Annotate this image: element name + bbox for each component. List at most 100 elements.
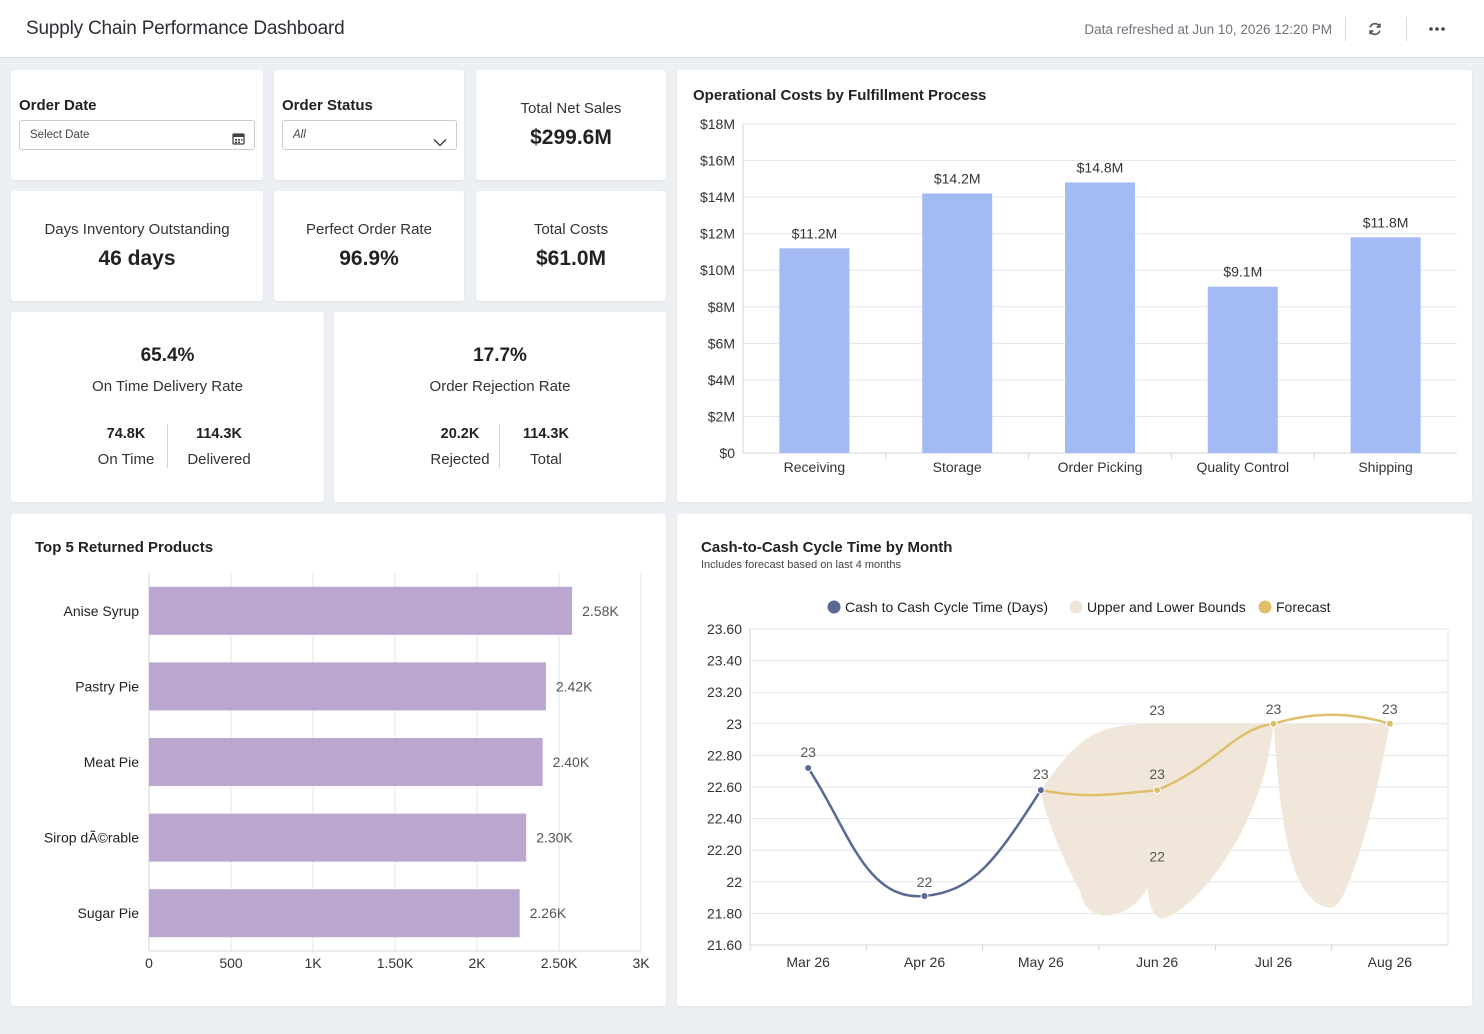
x-tick-label: Receiving (784, 459, 845, 475)
data-point-forecast (1385, 719, 1394, 728)
on-time-count-value: 74.8K (106, 426, 146, 442)
x-tick-label: 500 (219, 955, 243, 971)
on-time-count: 74.8K On Time (76, 426, 176, 468)
data-label-forecast: 23 (1382, 701, 1398, 717)
on-time-delivery-card: 65.4% On Time Delivery Rate 74.8K On Tim… (11, 312, 324, 502)
y-tick-label: $6M (708, 335, 735, 351)
bar-data-label: $11.8M (1363, 214, 1409, 230)
order-status-select[interactable]: All (282, 120, 457, 150)
operational-costs-card: Operational Costs by Fulfillment Process… (677, 70, 1472, 502)
bar-data-label: $14.2M (934, 170, 981, 186)
x-tick-label: Order Picking (1058, 459, 1143, 475)
bar-data-label: 2.30K (536, 830, 573, 846)
metric-divider (499, 424, 500, 468)
bar-receiving (779, 248, 850, 453)
data-label-actual: 22 (917, 874, 933, 890)
refresh-icon[interactable] (1362, 16, 1388, 42)
calendar-icon[interactable] (232, 128, 245, 156)
perfect-order-card: Perfect Order Rate 96.9% (274, 191, 464, 301)
perfect-order-value: 96.9% (339, 247, 399, 270)
legend-label: Cash to Cash Cycle Time (Days) (845, 599, 1048, 615)
x-tick-label: Jul 26 (1255, 954, 1293, 970)
data-refreshed-text: Data refreshed at Jun 10, 2026 12:20 PM (1084, 22, 1332, 37)
returned-products-title: Top 5 Returned Products (35, 539, 214, 556)
series-line-forecast (1040, 713, 1391, 797)
days-inventory-value: 46 days (98, 247, 176, 270)
y-tick-label: 22.20 (707, 842, 742, 858)
data-label-actual: 23 (1033, 766, 1049, 782)
data-point-actual (1036, 786, 1045, 795)
header-divider (1345, 17, 1346, 41)
days-inventory-card: Days Inventory Outstanding 46 days (11, 191, 263, 301)
perfect-order-label: Perfect Order Rate (306, 221, 432, 238)
x-tick-label: Mar 26 (786, 954, 830, 970)
order-rejection-card: 17.7% Order Rejection Rate 20.2K Rejecte… (334, 312, 666, 502)
y-tick-label: $0 (719, 445, 735, 461)
total-costs-label: Total Costs (533, 221, 609, 238)
data-label-lower-bound: 22 (1149, 848, 1165, 864)
bar-data-label: $11.2M (792, 225, 838, 241)
total-count-label: Total (530, 451, 562, 468)
y-tick-label: $8M (708, 299, 735, 315)
metric-divider (167, 424, 168, 468)
data-label-upper-bound: 23 (1149, 702, 1165, 718)
bar-shipping (1350, 237, 1421, 453)
total-net-sales-value: $299.6M (530, 126, 612, 149)
bar-data-label: 2.58K (582, 603, 619, 619)
total-count-value: 114.3K (523, 426, 569, 442)
order-status-value: All (293, 129, 306, 141)
total-net-sales-card: Total Net Sales $299.6M (476, 70, 666, 180)
on-time-count-label: On Time (97, 451, 155, 468)
y-tick-label: 23.40 (707, 653, 742, 669)
legend-label: Upper and Lower Bounds (1087, 599, 1246, 615)
bar-storage (922, 193, 993, 453)
y-tick-label: Sirop dÃ©rable (44, 830, 139, 846)
y-tick-label: 23.60 (707, 621, 742, 637)
chevron-down-icon[interactable] (433, 130, 447, 158)
days-inventory-label: Days Inventory Outstanding (44, 221, 230, 238)
delivered-count: 114.3K Delivered (169, 426, 269, 468)
data-label-actual: 23 (800, 744, 816, 760)
data-point-forecast (1153, 786, 1162, 795)
y-tick-label: $16M (700, 153, 735, 169)
header-divider (1406, 17, 1407, 41)
rejected-count-value: 20.2K (440, 426, 480, 442)
bar-returned-product (149, 813, 527, 862)
y-tick-label: Sugar Pie (78, 905, 140, 921)
x-tick-label: Aug 26 (1368, 954, 1413, 970)
page-title: Supply Chain Performance Dashboard (26, 18, 345, 39)
bar-returned-product (149, 738, 543, 786)
bar-returned-product (149, 662, 546, 711)
x-tick-label: 1.50K (377, 955, 414, 971)
y-tick-label: 23 (726, 716, 742, 732)
rejected-count: 20.2K Rejected (410, 426, 510, 468)
order-date-input[interactable]: Select Date (19, 120, 255, 150)
legend-label: Forecast (1276, 599, 1331, 615)
total-count: 114.3K Total (496, 426, 596, 468)
data-point-actual (920, 892, 929, 901)
bar-data-label: 2.40K (553, 754, 590, 770)
legend-marker (1258, 600, 1272, 614)
returned-products-card: Top 5 Returned Products 0 500 1K 1.50K 2K 2.5… (11, 514, 666, 1006)
bar-order-picking (1065, 182, 1135, 453)
bounds-band (1040, 723, 1390, 919)
total-costs-card: Total Costs $61.0M (476, 191, 666, 301)
data-label-forecast: 23 (1266, 701, 1282, 717)
bar-returned-product (149, 586, 573, 635)
y-tick-label: 22.40 (707, 811, 742, 827)
y-tick-label: 21.80 (707, 905, 742, 921)
x-tick-label: Shipping (1358, 459, 1413, 475)
x-tick-label: 1K (304, 955, 322, 971)
y-tick-label: 23.20 (707, 684, 742, 700)
x-tick-label: May 26 (1018, 954, 1064, 970)
bar-quality-control (1207, 286, 1278, 453)
on-time-rate-label: On Time Delivery Rate (92, 378, 243, 395)
x-tick-label: Storage (933, 459, 982, 475)
order-date-filter-card: Order Date Select Date (11, 70, 263, 180)
total-net-sales-label: Total Net Sales (520, 100, 622, 117)
more-options-icon[interactable] (1424, 16, 1450, 42)
x-tick-label: 2.50K (541, 955, 578, 971)
y-tick-label: 22.60 (707, 779, 742, 795)
delivered-count-value: 114.3K (196, 426, 242, 442)
total-costs-value: $61.0M (535, 247, 607, 270)
